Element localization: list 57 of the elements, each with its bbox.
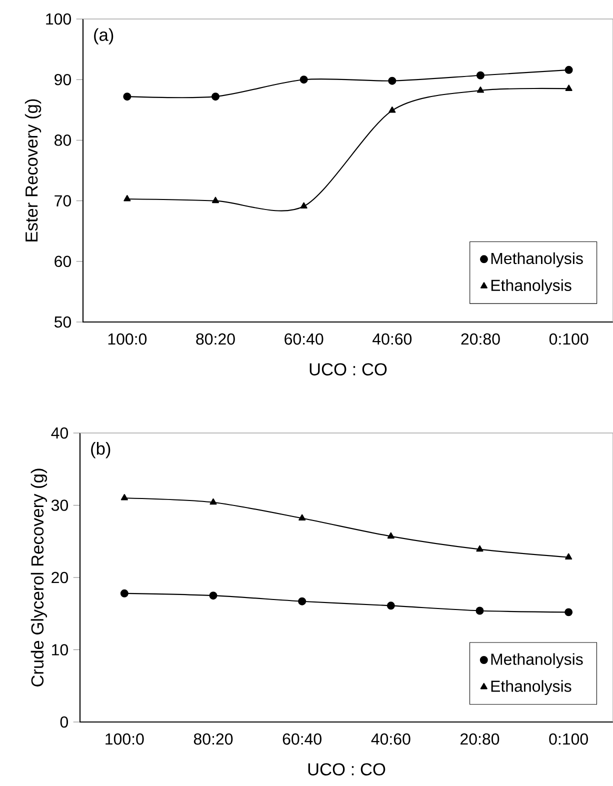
annotation: (b) bbox=[91, 442, 110, 458]
x-tick-label: 80:20 bbox=[196, 333, 235, 345]
point bbox=[120, 589, 128, 598]
point bbox=[565, 553, 572, 560]
y-tick-label: 70 bbox=[54, 195, 71, 206]
legend-label: Methanolysis bbox=[491, 252, 583, 268]
point bbox=[388, 106, 396, 113]
legend-label: Ethanolysis bbox=[491, 279, 572, 294]
x-tick-label: 20:80 bbox=[460, 733, 500, 745]
y-tick-label: 50 bbox=[54, 316, 71, 328]
point bbox=[298, 597, 306, 606]
point bbox=[209, 592, 218, 600]
point bbox=[388, 76, 396, 85]
point bbox=[300, 76, 308, 84]
x-tick-label: 40:60 bbox=[372, 333, 412, 345]
x-tick-label: 60:40 bbox=[282, 733, 322, 745]
point bbox=[564, 66, 573, 74]
point bbox=[120, 494, 128, 500]
point bbox=[476, 545, 484, 552]
x-axis-title: UCO : CO bbox=[308, 763, 386, 776]
y-axis-title: Crude Glycerol Recovery (g) bbox=[30, 468, 48, 686]
point bbox=[300, 202, 308, 209]
x-tick-label: 0:100 bbox=[549, 333, 588, 345]
y-axis-title: Ester Recovery (g) bbox=[24, 99, 42, 242]
y-tick-label: 100 bbox=[46, 13, 71, 25]
point bbox=[387, 532, 394, 539]
legend-label: Ethanolysis bbox=[491, 680, 572, 696]
x-tick-label: 20:80 bbox=[461, 333, 500, 345]
x-tick-label: 0:100 bbox=[549, 733, 588, 745]
point bbox=[123, 92, 132, 101]
x-tick-label: 100:0 bbox=[108, 333, 147, 345]
y-tick-label: 90 bbox=[54, 74, 71, 86]
point bbox=[211, 92, 220, 101]
x-tick-label: 100:0 bbox=[106, 733, 144, 745]
x-tick-label: 80:20 bbox=[194, 733, 233, 745]
y-tick-label: 20 bbox=[52, 572, 68, 584]
point bbox=[476, 71, 484, 80]
x-tick-label: 40:60 bbox=[371, 733, 410, 745]
legend-label: Methanolysis bbox=[491, 653, 583, 668]
y-tick-label: 40 bbox=[51, 427, 68, 439]
point bbox=[298, 514, 306, 521]
y-tick-label: 60 bbox=[54, 256, 71, 268]
y-tick-label: 80 bbox=[54, 134, 71, 146]
point bbox=[565, 84, 572, 91]
point bbox=[210, 498, 217, 505]
point bbox=[476, 86, 484, 93]
point bbox=[212, 196, 220, 204]
x-tick-label: 60:40 bbox=[284, 333, 324, 345]
y-tick-label: 30 bbox=[51, 500, 68, 511]
y-tick-label: 0 bbox=[60, 716, 68, 728]
point bbox=[564, 608, 573, 616]
x-axis-title: UCO : CO bbox=[310, 363, 387, 376]
annotation: (a) bbox=[94, 28, 114, 44]
y-tick-label: 10 bbox=[52, 644, 68, 656]
point bbox=[386, 602, 395, 610]
point bbox=[476, 606, 484, 615]
point bbox=[124, 194, 131, 202]
